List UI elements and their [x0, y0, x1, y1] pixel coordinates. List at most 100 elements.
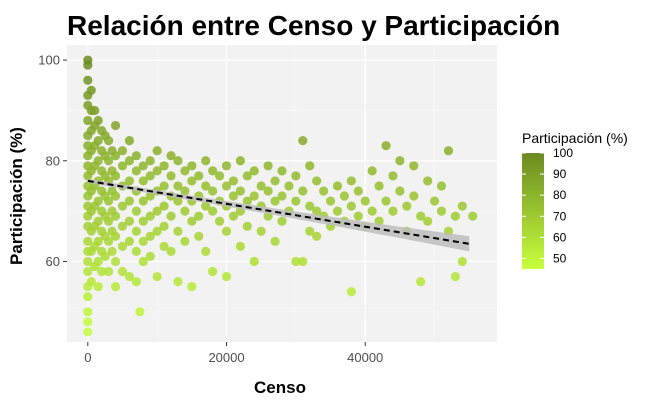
data-point — [173, 196, 183, 206]
data-point — [104, 196, 114, 206]
data-point — [110, 231, 121, 241]
data-point — [145, 211, 155, 221]
data-point — [124, 136, 135, 146]
data-point — [110, 191, 121, 201]
data-point — [194, 231, 204, 241]
data-point — [235, 186, 245, 196]
data-point — [83, 236, 93, 246]
data-point — [312, 206, 322, 216]
data-point — [138, 236, 148, 246]
data-point — [110, 120, 121, 131]
data-point — [93, 282, 103, 292]
data-point — [235, 156, 245, 166]
data-point — [298, 256, 308, 267]
data-point — [131, 206, 141, 216]
data-point — [152, 271, 162, 282]
data-point — [214, 171, 225, 181]
data-point — [159, 161, 169, 171]
data-point — [201, 201, 211, 211]
data-point — [83, 115, 93, 126]
x-tick-label: 20000 — [208, 350, 244, 365]
data-point — [409, 191, 419, 201]
data-point — [249, 256, 259, 267]
data-point — [388, 171, 398, 181]
data-point — [416, 211, 426, 221]
data-point — [332, 181, 343, 191]
x-tick-label: 0 — [84, 350, 91, 365]
data-point — [86, 276, 96, 287]
data-point — [450, 271, 460, 282]
legend-title: Participación (%) — [522, 130, 628, 146]
data-point — [429, 196, 440, 206]
data-point — [277, 216, 287, 226]
data-point — [180, 166, 190, 176]
data-point — [221, 181, 232, 191]
data-point — [346, 176, 356, 186]
data-point — [201, 181, 211, 191]
data-point — [409, 161, 419, 171]
data-point — [93, 136, 103, 146]
data-point — [319, 186, 329, 196]
data-point — [249, 191, 259, 201]
data-point — [138, 256, 148, 267]
data-point — [201, 246, 211, 256]
data-point — [291, 256, 301, 267]
trend-line — [87, 179, 470, 245]
data-point — [124, 271, 135, 282]
data-point — [117, 241, 128, 251]
data-point — [100, 251, 110, 262]
data-point — [90, 105, 100, 116]
legend-tick-label: 100 — [553, 146, 573, 160]
y-tick-label: 60 — [46, 254, 60, 269]
data-point — [367, 206, 377, 216]
data-point — [332, 206, 343, 216]
data-point — [270, 236, 280, 246]
data-point — [346, 287, 356, 297]
legend: Participación (%) 100 90 80 70 60 50 — [522, 130, 628, 269]
data-point — [242, 196, 252, 206]
data-point — [339, 191, 350, 201]
data-point — [395, 156, 405, 166]
data-point — [270, 196, 280, 206]
data-point — [305, 201, 315, 211]
data-point — [173, 226, 183, 236]
data-point — [159, 241, 169, 251]
data-point — [256, 226, 266, 236]
data-point — [124, 216, 135, 226]
data-point — [107, 246, 117, 256]
data-point — [110, 256, 121, 267]
data-point — [93, 156, 103, 166]
data-point — [346, 201, 356, 211]
data-point — [305, 161, 315, 171]
data-point — [468, 211, 478, 221]
data-point — [104, 236, 114, 246]
data-point — [173, 156, 183, 166]
data-point — [83, 292, 93, 302]
data-point — [180, 206, 190, 216]
data-point — [235, 241, 245, 251]
data-point — [93, 256, 103, 267]
data-point — [145, 171, 155, 181]
data-point — [436, 206, 447, 216]
data-point — [187, 161, 197, 171]
data-point — [395, 186, 405, 196]
data-point — [228, 211, 239, 221]
y-axis-title: Participación (%) — [7, 127, 26, 265]
data-point — [131, 166, 141, 176]
data-point — [374, 181, 384, 191]
data-point — [83, 327, 93, 337]
data-point — [97, 266, 107, 277]
data-point — [353, 211, 363, 221]
data-point — [381, 141, 391, 151]
data-point — [305, 226, 315, 236]
data-point — [423, 176, 433, 186]
data-point — [187, 216, 197, 226]
data-point — [298, 186, 308, 196]
data-point — [117, 266, 128, 277]
x-axis-title: Censo — [254, 378, 306, 397]
legend-tick-label: 80 — [553, 188, 567, 202]
data-point — [124, 196, 135, 206]
data-point — [166, 171, 176, 181]
data-point — [242, 221, 252, 231]
data-point — [214, 216, 225, 226]
